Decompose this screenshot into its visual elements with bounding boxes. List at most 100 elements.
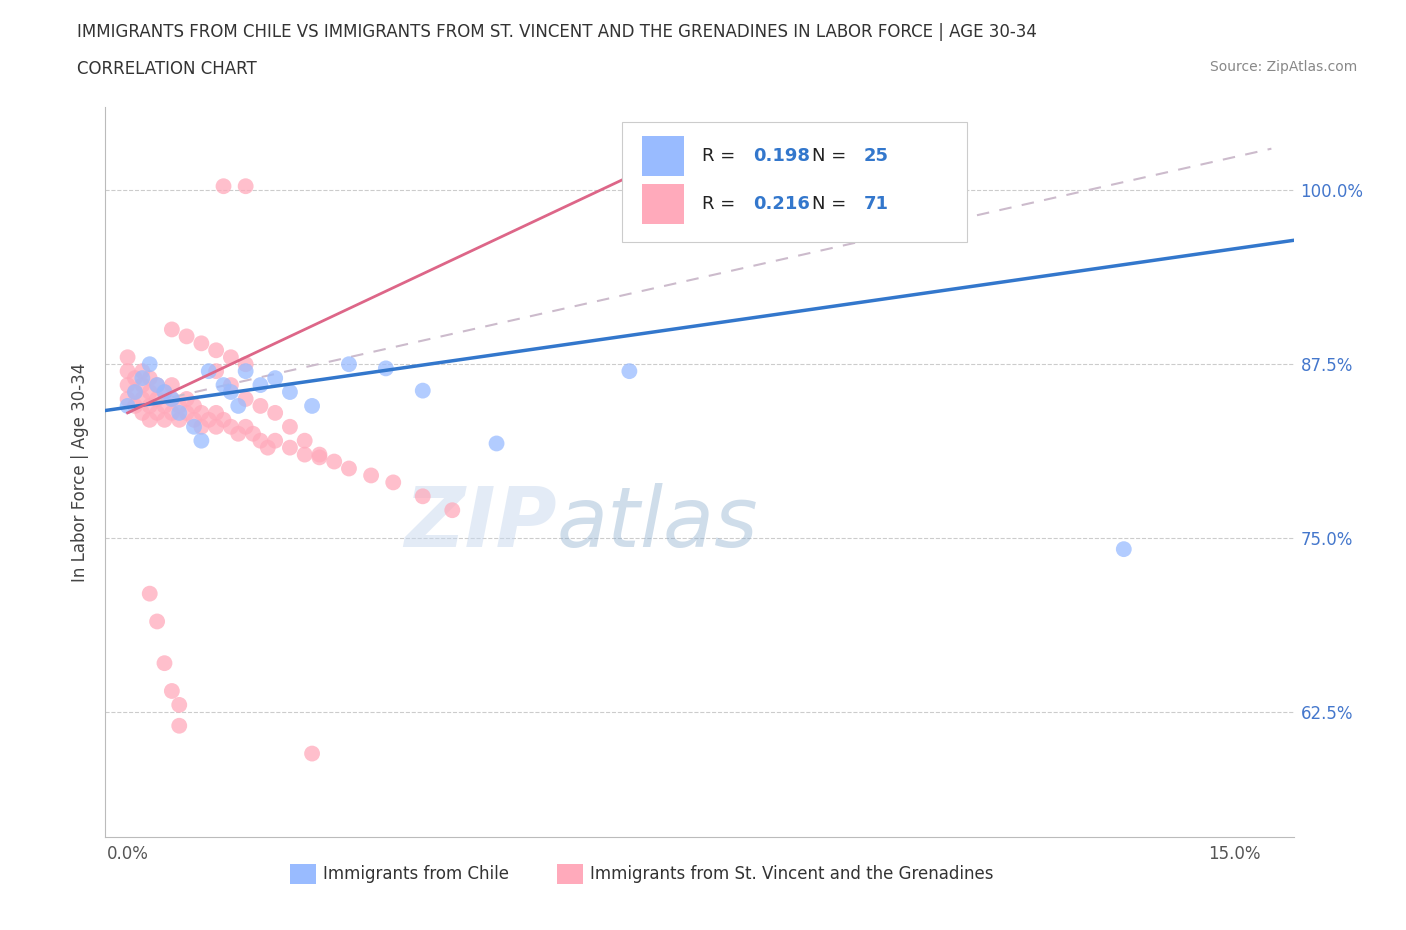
Point	[131, 392, 153, 406]
Point	[124, 398, 146, 413]
Point	[242, 426, 264, 441]
Point	[160, 392, 183, 406]
Point	[167, 398, 190, 413]
Point	[153, 398, 176, 413]
Point	[138, 357, 160, 372]
Point	[146, 614, 169, 629]
Point	[167, 412, 190, 427]
Point	[146, 378, 169, 392]
Point	[219, 350, 242, 365]
Point	[190, 433, 212, 448]
Text: 25: 25	[863, 147, 889, 165]
Point	[278, 419, 301, 434]
Point	[249, 378, 271, 392]
Point	[153, 656, 176, 671]
Point	[117, 398, 139, 413]
Point	[205, 364, 228, 379]
Text: Immigrants from Chile: Immigrants from Chile	[323, 865, 509, 884]
Point	[337, 461, 360, 476]
Point	[138, 385, 160, 400]
Point	[235, 179, 257, 193]
Point	[412, 489, 434, 504]
Point	[124, 371, 146, 386]
Point	[226, 398, 249, 413]
Point	[176, 329, 198, 344]
Point	[190, 419, 212, 434]
Point	[160, 392, 183, 406]
Point	[360, 468, 382, 483]
Point	[308, 450, 330, 465]
Point	[153, 385, 176, 400]
Point	[1112, 541, 1135, 556]
Text: 0.216: 0.216	[754, 195, 810, 213]
Point	[294, 433, 316, 448]
Point	[219, 385, 242, 400]
Point	[219, 378, 242, 392]
Point	[205, 405, 228, 420]
Bar	[290, 864, 316, 884]
Point	[153, 412, 176, 427]
Point	[160, 322, 183, 337]
Point	[485, 436, 508, 451]
Point	[301, 398, 323, 413]
Point	[235, 419, 257, 434]
Text: ZIP: ZIP	[405, 483, 557, 564]
Point	[117, 378, 139, 392]
Point	[160, 378, 183, 392]
Text: Source: ZipAtlas.com: Source: ZipAtlas.com	[1209, 60, 1357, 74]
Point	[138, 398, 160, 413]
Point	[117, 350, 139, 365]
Point	[146, 405, 169, 420]
Point	[441, 503, 464, 518]
Bar	[643, 136, 685, 176]
Point	[374, 361, 396, 376]
Point	[183, 398, 205, 413]
Text: IMMIGRANTS FROM CHILE VS IMMIGRANTS FROM ST. VINCENT AND THE GRENADINES IN LABOR: IMMIGRANTS FROM CHILE VS IMMIGRANTS FROM…	[77, 23, 1038, 41]
Point	[619, 364, 641, 379]
Point	[382, 475, 405, 490]
Bar	[557, 864, 583, 884]
Point	[146, 392, 169, 406]
Point	[323, 454, 346, 469]
Point	[256, 440, 278, 455]
Text: 71: 71	[863, 195, 889, 213]
Point	[212, 378, 235, 392]
Point	[183, 412, 205, 427]
Point	[160, 684, 183, 698]
Point	[153, 385, 176, 400]
Point	[219, 419, 242, 434]
Point	[183, 419, 205, 434]
Point	[235, 364, 257, 379]
Point	[131, 378, 153, 392]
Text: CORRELATION CHART: CORRELATION CHART	[77, 60, 257, 78]
Point	[235, 392, 257, 406]
Bar	[643, 184, 685, 224]
Point	[278, 385, 301, 400]
Point	[160, 405, 183, 420]
Point	[138, 371, 160, 386]
Point	[337, 357, 360, 372]
Point	[146, 378, 169, 392]
Point	[124, 385, 146, 400]
Point	[197, 412, 219, 427]
Text: Immigrants from St. Vincent and the Grenadines: Immigrants from St. Vincent and the Gren…	[591, 865, 994, 884]
Point	[226, 426, 249, 441]
Point	[212, 412, 235, 427]
Point	[294, 447, 316, 462]
Point	[197, 364, 219, 379]
Point	[205, 343, 228, 358]
Point	[205, 419, 228, 434]
Point	[167, 405, 190, 420]
Text: atlas: atlas	[557, 483, 759, 564]
Point	[249, 433, 271, 448]
Point	[235, 357, 257, 372]
Point	[264, 371, 287, 386]
Point	[212, 179, 235, 193]
Text: R =: R =	[702, 195, 741, 213]
Text: N =: N =	[813, 195, 852, 213]
Point	[138, 586, 160, 601]
Point	[249, 398, 271, 413]
Point	[117, 364, 139, 379]
Text: R =: R =	[702, 147, 741, 165]
Point	[264, 405, 287, 420]
